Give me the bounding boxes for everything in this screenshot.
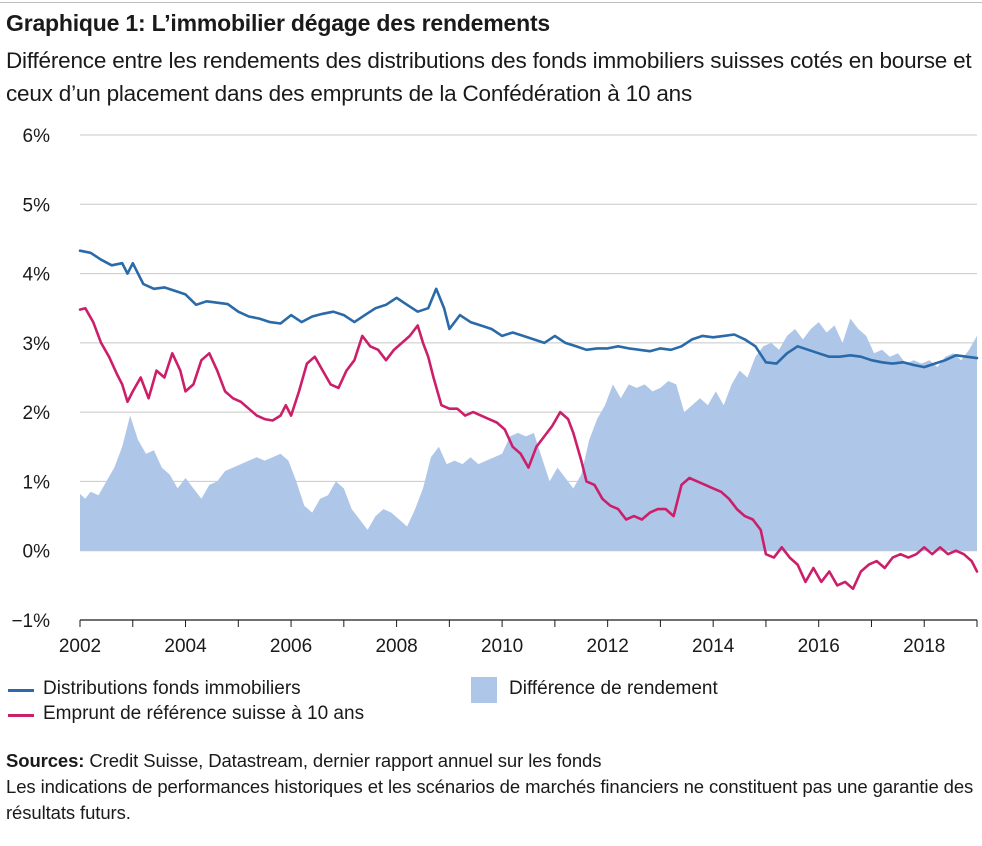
legend-swatch-diff: [471, 677, 497, 703]
y-tick-label: 1%: [23, 472, 51, 493]
legend-swatch-fund: [8, 689, 34, 692]
line-bond-10y: [78, 306, 979, 591]
x-tick-label: 2016: [798, 636, 840, 657]
y-tick-label: 0%: [23, 542, 51, 563]
x-tick-label: 2006: [270, 636, 312, 657]
y-tick-label: 3%: [23, 334, 51, 355]
area-difference: [80, 318, 977, 551]
sources-note: Sources: Credit Suisse, Datastream, dern…: [6, 748, 976, 826]
legend-swatch-bond: [8, 714, 34, 717]
y-tick-label: 6%: [23, 126, 51, 147]
y-tick-label: 5%: [23, 195, 51, 216]
x-tick-label: 2010: [481, 636, 523, 657]
top-rule: [0, 2, 982, 3]
area-series: [80, 318, 977, 551]
x-tick-label: 2018: [903, 636, 945, 657]
x-tick-label: 2008: [375, 636, 417, 657]
sources-label: Sources:: [6, 750, 85, 771]
chart-svg: −1% 0% 1% 2% 3% 4% 5% 6% 2002 2004 2006 2008 2010 201…: [11, 126, 979, 657]
line-series: [78, 249, 979, 591]
x-tick-label: 2004: [164, 636, 207, 657]
y-tick-label: 2%: [23, 403, 51, 424]
x-tick-label: 2014: [692, 636, 735, 657]
x-tick-label: 2012: [587, 636, 629, 657]
axes: −1% 0% 1% 2% 3% 4% 5% 6% 2002 2004 2006 2008 2010 201…: [11, 126, 978, 657]
disclaimer: Les indications de performances historiq…: [6, 776, 974, 823]
sources-line: Sources: Credit Suisse, Datastream, dern…: [6, 748, 976, 774]
y-tick-label: −1%: [11, 611, 50, 632]
legend-label-diff: Différence de rendement: [509, 678, 718, 699]
y-tick-label: 4%: [23, 265, 51, 286]
chart-title: Graphique 1: L’immobilier dégage des ren…: [6, 10, 551, 36]
legend-label-fund: Distributions fonds immobiliers: [43, 678, 301, 699]
x-tick-label: 2002: [59, 636, 101, 657]
chart-subtitle: Différence entre les rendements des dist…: [6, 48, 972, 106]
line-fund-distributions: [78, 249, 979, 369]
sources-text: Credit Suisse, Datastream, dernier rappo…: [84, 750, 602, 771]
legend-label-bond: Emprunt de référence suisse à 10 ans: [43, 703, 365, 724]
